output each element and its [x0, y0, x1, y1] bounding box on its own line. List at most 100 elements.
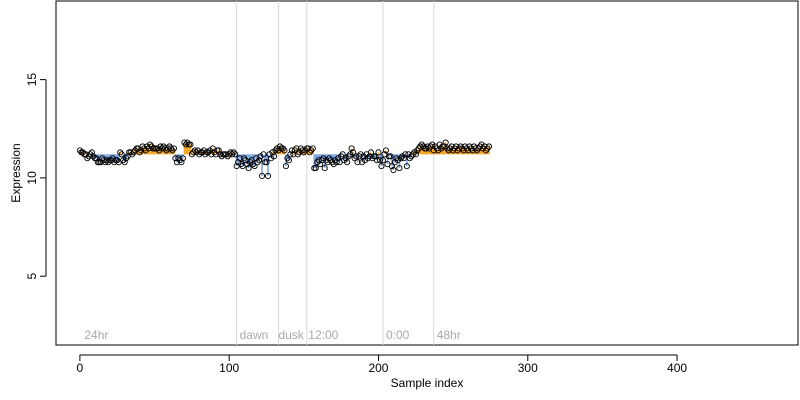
- data-point: [309, 145, 316, 152]
- data-point: [396, 165, 403, 172]
- x-tick-label: 400: [667, 361, 687, 375]
- data-point: [485, 143, 493, 150]
- segment-label: dawn: [240, 328, 269, 342]
- data-point: [324, 159, 331, 166]
- data-point: [335, 155, 342, 162]
- data-point: [321, 165, 328, 172]
- data-point: [405, 151, 412, 158]
- data-point: [379, 157, 387, 164]
- data-point: [255, 157, 263, 164]
- data-point: [359, 159, 366, 166]
- data-point: [236, 155, 243, 162]
- segment-label: 48hr: [437, 328, 461, 342]
- data-point: [460, 147, 467, 154]
- x-axis: 0 100 200 300 400: [77, 354, 687, 375]
- data-point: [260, 151, 267, 158]
- data-point: [208, 151, 215, 158]
- y-axis-title: Expression: [9, 143, 23, 202]
- y-tick-label: 5: [25, 273, 39, 280]
- data-point: [215, 147, 222, 154]
- data-point: [330, 161, 337, 168]
- data-point: [296, 149, 303, 156]
- data-point: [97, 159, 104, 166]
- data-point: [88, 149, 95, 156]
- data-point: [373, 157, 381, 164]
- data-point: [453, 143, 460, 150]
- data-point: [173, 159, 180, 166]
- segment-label: dusk: [278, 328, 304, 342]
- data-point: [402, 151, 409, 158]
- x-tick-label: 0: [77, 361, 84, 375]
- data-point: [378, 163, 385, 170]
- x-tick-label: 300: [518, 361, 538, 375]
- data-point: [366, 153, 373, 160]
- data-point: [339, 151, 346, 158]
- data-point: [93, 155, 100, 162]
- data-point: [187, 141, 194, 148]
- data-point: [448, 143, 455, 150]
- data-point: [121, 159, 128, 166]
- segment-annotations: 24hr dawn dusk 12:00 0:00 48hr: [84, 328, 460, 342]
- data-point: [82, 151, 89, 158]
- data-point: [388, 163, 395, 170]
- x-tick-label: 200: [368, 361, 388, 375]
- data-point: [412, 151, 419, 158]
- data-point: [430, 147, 437, 154]
- data-point: [394, 157, 401, 164]
- data-point: [287, 151, 294, 158]
- segment-label: 0:00: [386, 328, 410, 342]
- data-point: [305, 145, 312, 152]
- y-tick-label: 10: [25, 171, 39, 185]
- data-point: [357, 151, 364, 158]
- data-point: [293, 145, 300, 152]
- plot-area: [55, 0, 799, 346]
- data-point: [342, 155, 349, 162]
- data-point: [442, 139, 449, 146]
- data-point: [390, 167, 397, 174]
- data-point: [264, 172, 272, 179]
- data-point: [469, 147, 476, 154]
- data-point: [258, 172, 266, 179]
- data-point: [269, 149, 276, 156]
- data-point: [441, 143, 448, 150]
- data-point: [235, 159, 242, 166]
- data-point: [400, 155, 407, 162]
- data-point: [435, 147, 442, 154]
- segment-dividers: [236, 1, 435, 345]
- data-point: [212, 151, 219, 158]
- data-point: [348, 145, 355, 152]
- data-point: [267, 155, 275, 162]
- data-point: [245, 165, 252, 172]
- data-point: [403, 163, 410, 170]
- data-point: [320, 155, 327, 162]
- data-point: [465, 147, 472, 154]
- data-point: [333, 159, 340, 166]
- x-axis-title: Sample index: [391, 376, 464, 390]
- data-point: [361, 157, 369, 164]
- y-axis: 5 10 15: [25, 73, 47, 280]
- data-point: [179, 155, 186, 162]
- data-point: [270, 153, 278, 160]
- data-point: [142, 147, 149, 154]
- data-point: [350, 149, 357, 156]
- data-point: [317, 161, 324, 168]
- data-point: [263, 159, 270, 166]
- data-point: [312, 165, 319, 172]
- data-point: [285, 157, 292, 164]
- data-point: [282, 163, 289, 170]
- data-point: [170, 145, 177, 152]
- data-point: [481, 143, 488, 150]
- data-point: [145, 145, 152, 152]
- data-point: [118, 151, 125, 158]
- segment-label: 12:00: [308, 328, 338, 342]
- data-point: [155, 147, 163, 154]
- data-point: [375, 149, 382, 156]
- data-point: [251, 163, 258, 170]
- data-point: [178, 159, 185, 166]
- data-point: [138, 147, 145, 154]
- data-point: [257, 153, 264, 160]
- data-point: [232, 151, 239, 158]
- data-point: [478, 141, 485, 148]
- data-points: [76, 139, 493, 179]
